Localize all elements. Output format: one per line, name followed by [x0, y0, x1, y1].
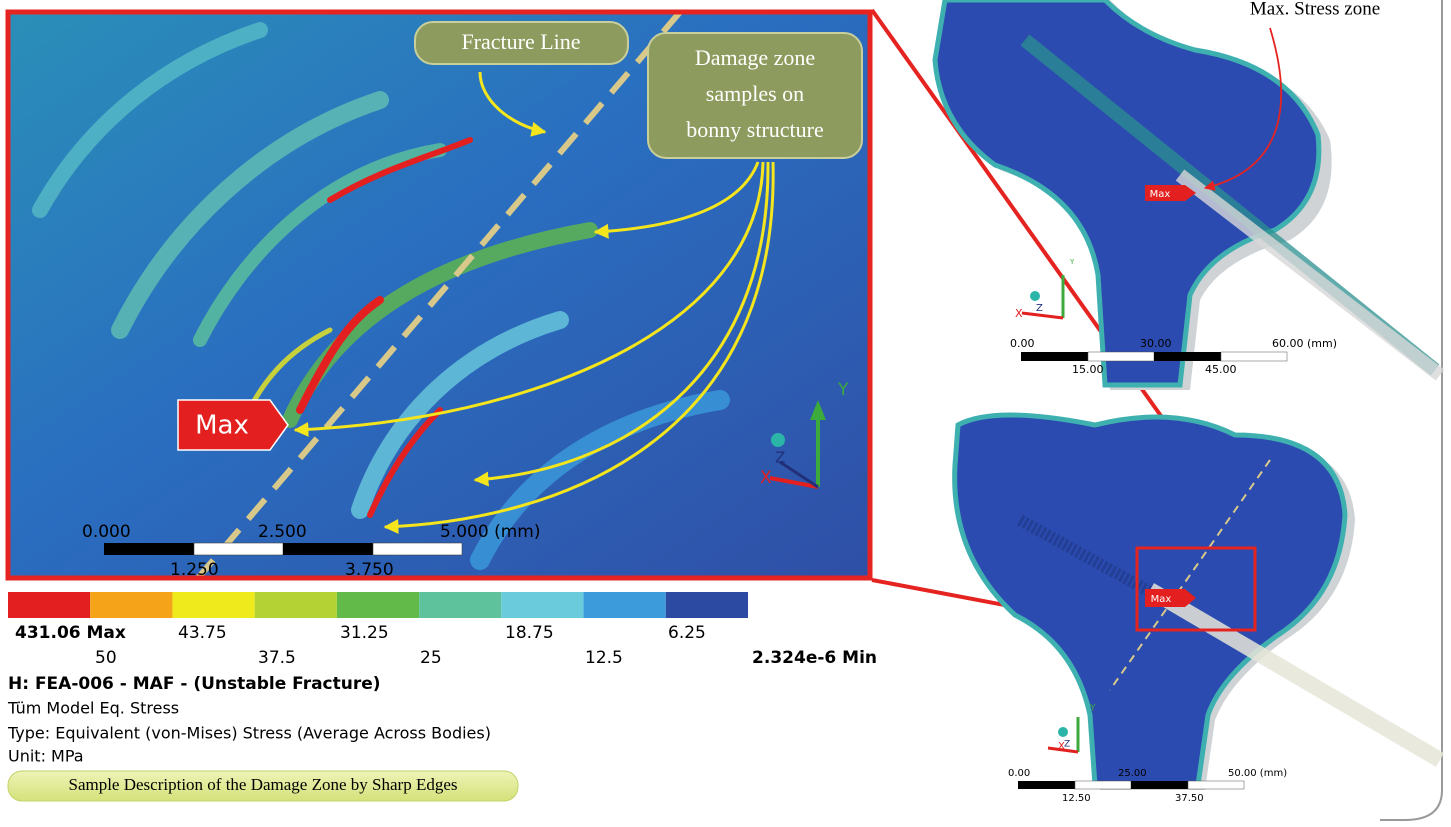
axis-label: Y	[1069, 258, 1075, 266]
legend-swatch	[8, 592, 90, 618]
scale-label: 0.00	[1008, 768, 1030, 779]
scale-label: 60.00 (mm)	[1272, 337, 1337, 350]
top-right-view: Max Max. Stress zone Y X Z 0.00 30.00 60…	[935, 0, 1440, 390]
triad: Y X Z	[1015, 258, 1075, 320]
damage-callout: samples on	[706, 81, 804, 106]
scale-label: 50.00 (mm)	[1228, 768, 1287, 779]
axis-label: Y	[837, 380, 849, 400]
scale-label: 25.00	[1118, 768, 1147, 779]
page: { "main_view": { "fracture_callout": "Fr…	[0, 0, 1451, 827]
axis-label: X	[760, 468, 772, 488]
scale-label: 15.00	[1072, 363, 1104, 376]
legend-label: 12.5	[585, 648, 623, 668]
info-line: Unit: MPa	[8, 747, 84, 766]
scale-label: 0.000	[82, 522, 131, 542]
legend-label: 25	[420, 648, 442, 668]
legend-label: 431.06 Max	[15, 623, 126, 643]
legend-label: 18.75	[505, 623, 554, 643]
legend-swatch	[584, 592, 666, 618]
info-line: Tüm Model Eq. Stress	[7, 699, 179, 718]
legend-label: 6.25	[668, 623, 706, 643]
figure: Fracture Line Damage zone samples on bon…	[0, 0, 1451, 827]
axis-label: Z	[1064, 740, 1070, 750]
max-label: Max	[195, 411, 249, 441]
axis-label: Z	[775, 449, 785, 467]
scale-label: 45.00	[1205, 363, 1237, 376]
legend-label: 50	[95, 648, 117, 668]
legend-swatch	[90, 592, 172, 618]
scale-label: 5.000 (mm)	[440, 522, 540, 542]
scale-label: 30.00	[1140, 337, 1172, 350]
scale-label: 0.00	[1010, 337, 1035, 350]
scale-label: 2.500	[258, 522, 307, 542]
max-label: Max	[1151, 594, 1172, 605]
fracture-callout: Fracture Line	[461, 29, 580, 54]
axis-label: Z	[1036, 303, 1043, 314]
axis-label: Y	[1089, 704, 1096, 714]
legend-swatch	[172, 592, 254, 618]
legend-label: 43.75	[178, 623, 227, 643]
annotation: Max. Stress zone	[1250, 0, 1380, 19]
legend-swatch	[337, 592, 419, 618]
caption: Sample Description of the Damage Zone by…	[68, 775, 457, 794]
legend-swatch	[666, 592, 748, 618]
panel-border	[1380, 0, 1442, 820]
legend-label: 37.5	[258, 648, 296, 668]
result-title: H: FEA-006 - MAF - (Unstable Fracture)	[8, 674, 381, 694]
legend-swatch	[419, 592, 501, 618]
main-view: Fracture Line Damage zone samples on bon…	[8, 12, 870, 580]
bone	[935, 0, 1319, 385]
scale-label: 12.50	[1062, 793, 1091, 804]
damage-callout: bonny structure	[686, 117, 823, 142]
legend-label: 31.25	[340, 623, 389, 643]
scale-label: 37.50	[1175, 793, 1204, 804]
max-label: Max	[1150, 189, 1171, 200]
legend: 431.06 Max 43.75 31.25 18.75 6.25 50 37.…	[8, 592, 877, 668]
info-line: Type: Equivalent (von-Mises) Stress (Ave…	[7, 724, 491, 743]
axis-label: X	[1015, 307, 1023, 320]
legend-swatch	[501, 592, 583, 618]
damage-callout: Damage zone	[695, 45, 815, 70]
legend-swatch	[255, 592, 337, 618]
legend-label: 2.324e-6 Min	[752, 648, 877, 668]
bottom-right-view: Max Y X Z 0.00 25.00 50.00 (mm) 12.50 37…	[955, 415, 1440, 804]
